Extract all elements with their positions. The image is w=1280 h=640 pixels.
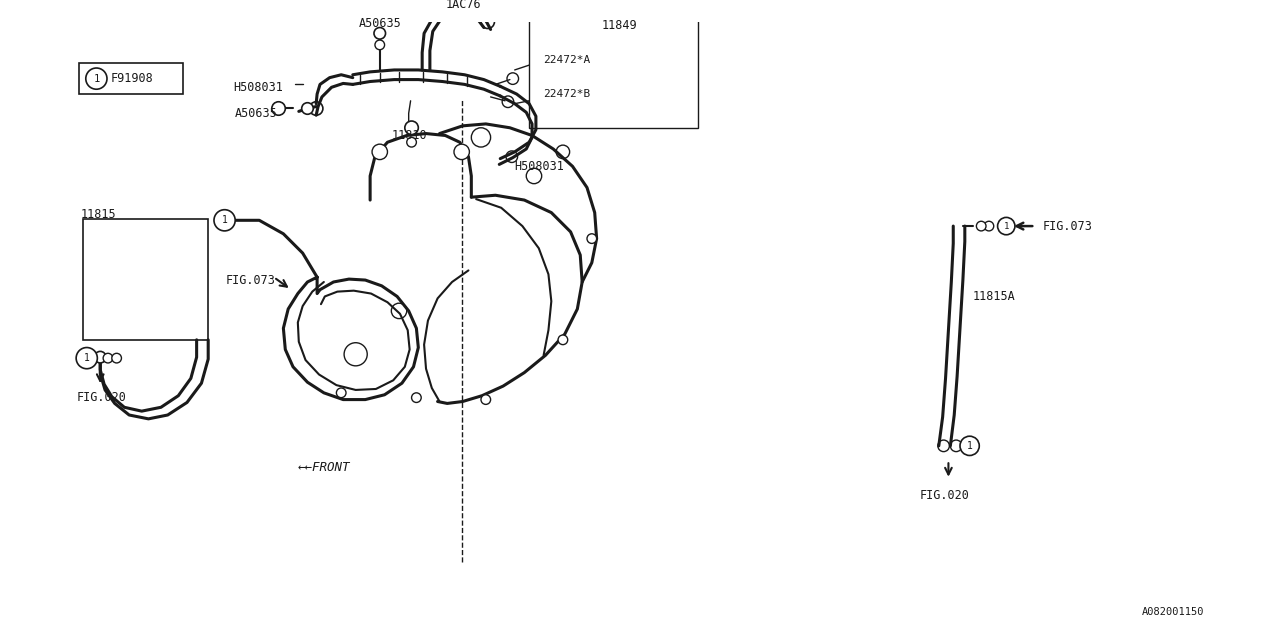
Text: 11815: 11815 [81,208,116,221]
Text: FIG.020: FIG.020 [919,490,969,502]
Circle shape [960,436,979,456]
Circle shape [407,138,416,147]
Text: 1: 1 [93,74,100,84]
Circle shape [977,221,986,231]
Circle shape [271,102,285,115]
Text: 1: 1 [966,441,973,451]
Bar [83,220,209,340]
Text: 1: 1 [221,215,228,225]
Text: A50635: A50635 [358,17,402,30]
Text: 11810: 11810 [392,129,428,142]
Circle shape [375,40,384,50]
Text: 22472*B: 22472*B [544,89,591,99]
Text: A50635: A50635 [236,107,278,120]
Circle shape [86,68,108,89]
Text: 11815A: 11815A [973,290,1015,303]
Circle shape [111,353,122,363]
Text: FIG.073: FIG.073 [225,273,275,287]
Circle shape [481,395,490,404]
Circle shape [214,210,236,231]
Text: 1: 1 [83,353,90,363]
Circle shape [95,351,106,363]
Text: H508031: H508031 [515,160,564,173]
Circle shape [404,121,419,134]
Text: FIG.073: FIG.073 [1043,220,1093,232]
Circle shape [337,388,346,397]
Circle shape [372,144,388,159]
Text: 22472*A: 22472*A [544,55,591,65]
Bar [529,12,698,128]
Circle shape [984,221,993,231]
Text: F91908: F91908 [111,72,154,85]
Circle shape [302,102,314,115]
Circle shape [374,28,385,39]
Text: ←←FRONT: ←←FRONT [298,461,351,474]
Text: H508031: H508031 [233,81,283,94]
Bar [79,63,183,94]
Circle shape [76,348,97,369]
Text: FIG.020: FIG.020 [76,391,125,404]
Circle shape [454,144,470,159]
Circle shape [588,234,596,243]
Circle shape [104,353,113,363]
Text: 1AC76: 1AC76 [445,0,481,11]
Text: 1: 1 [1004,221,1009,230]
Text: 11849: 11849 [602,19,637,32]
Circle shape [558,335,568,344]
Circle shape [412,393,421,403]
Circle shape [997,218,1015,235]
Text: A082001150: A082001150 [1142,607,1204,618]
